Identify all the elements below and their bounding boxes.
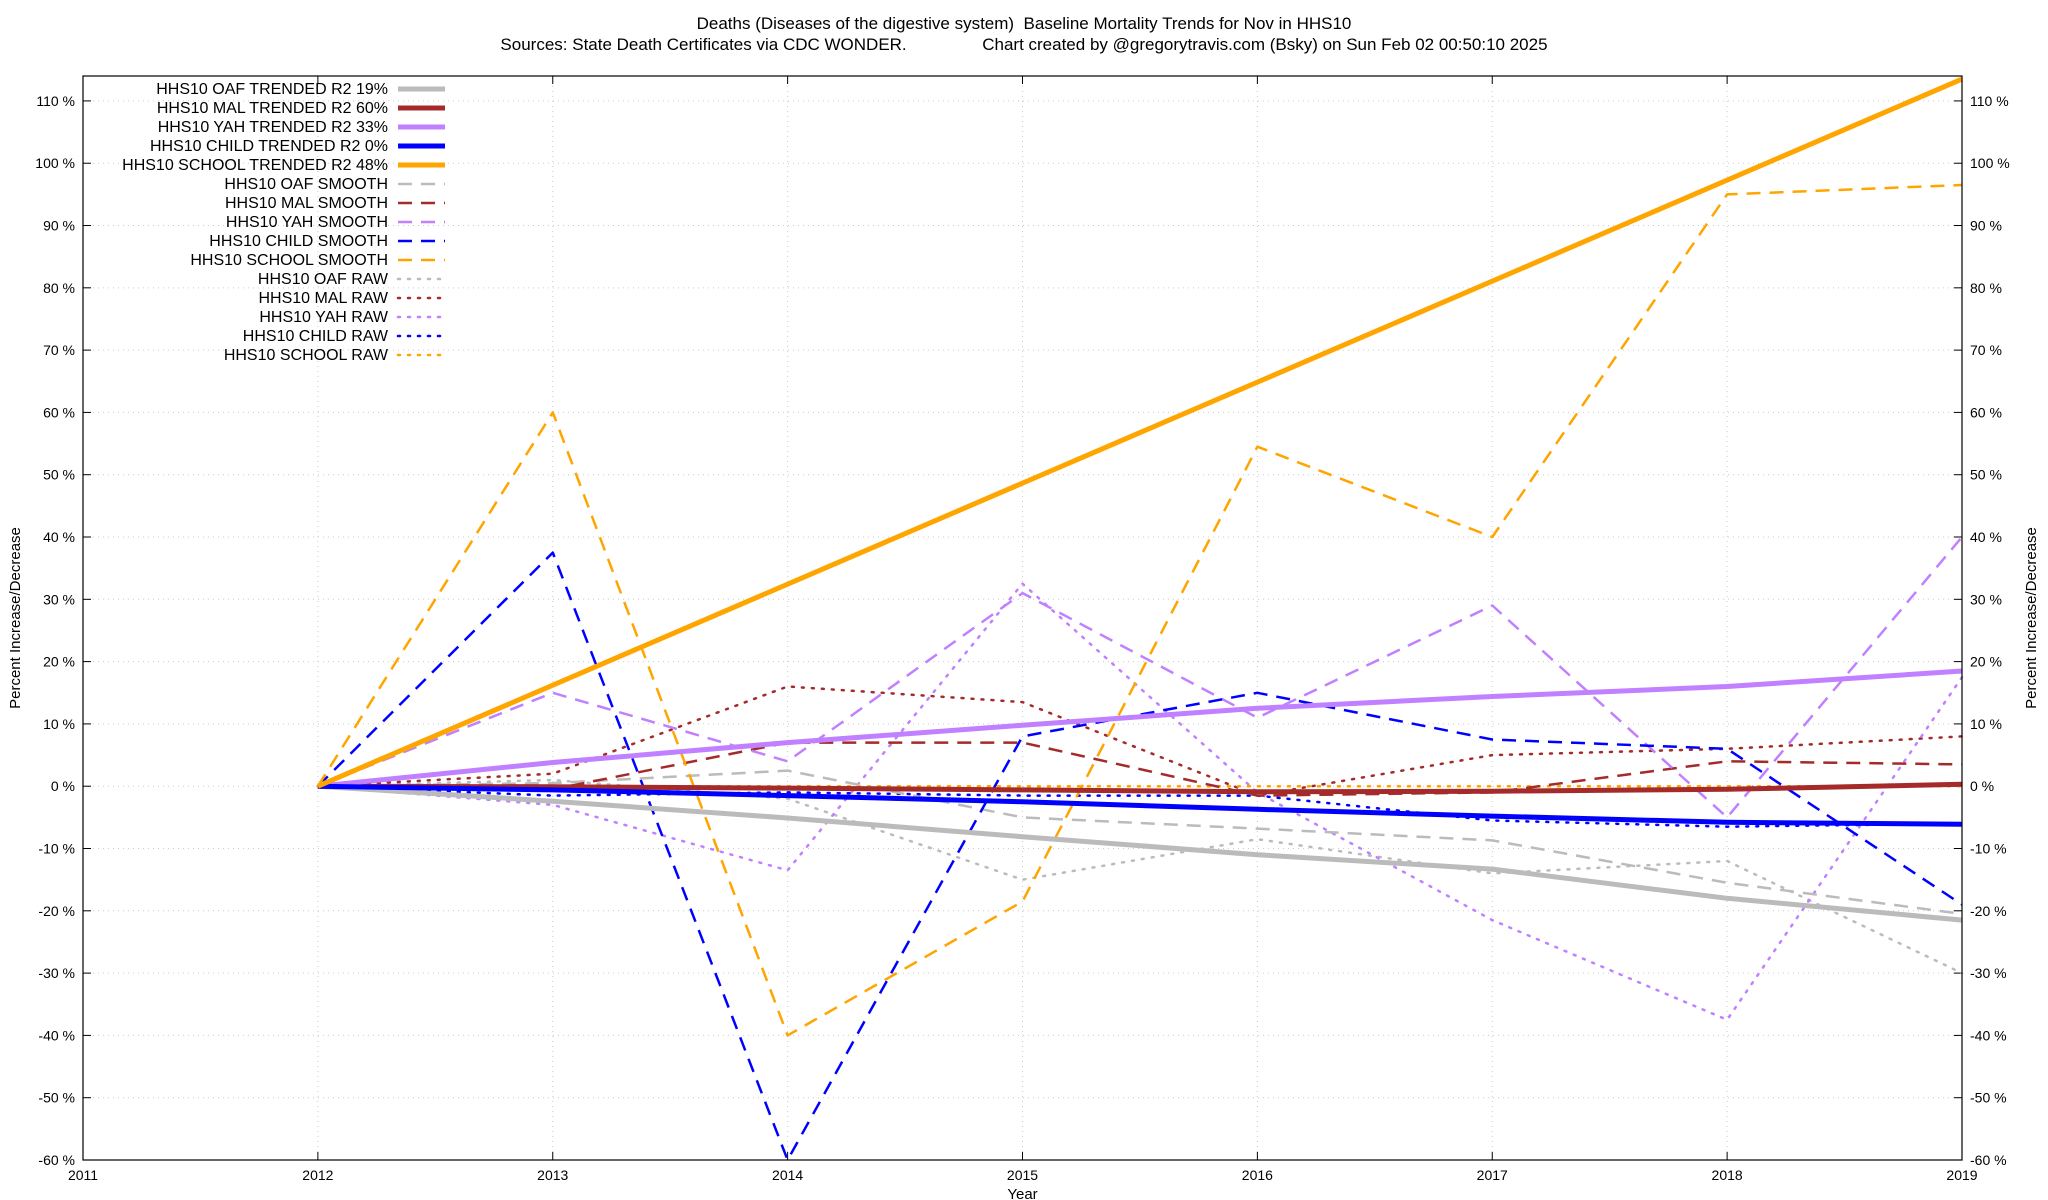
legend: HHS10 OAF TRENDED R2 19% HHS10 MAL TRENDE…: [122, 81, 447, 364]
y-tick-label: 90 %: [43, 218, 75, 234]
x-tick-label: 2018: [1712, 1167, 1743, 1183]
x-tick-label: 2017: [1477, 1167, 1508, 1183]
y2-tick-label: 90 %: [1970, 218, 2002, 234]
y-tick-label: 80 %: [43, 280, 75, 296]
y2-tick-label: -10 %: [1970, 841, 2007, 857]
y2-tick-label: 80 %: [1970, 280, 2002, 296]
y2-tick-label: -50 %: [1970, 1090, 2007, 1106]
y-tick-label: 50 %: [43, 467, 75, 483]
y2-axis-label: Percent Increase/Decrease: [2023, 527, 2040, 709]
x-tick-label: 2013: [537, 1167, 568, 1183]
y2-tick-label: -30 %: [1970, 965, 2007, 981]
series-lines: [316, 76, 1964, 1162]
legend-label: HHS10 OAF SMOOTH: [224, 176, 388, 193]
y2-tick-label: 20 %: [1970, 654, 2002, 670]
series-line: [316, 76, 1963, 789]
legend-label: HHS10 MAL RAW: [258, 290, 388, 307]
y2-tick-label: 10 %: [1970, 716, 2002, 732]
series-line: [316, 685, 1964, 797]
legend-label: HHS10 YAH RAW: [259, 309, 389, 326]
y2-tick-label: 30 %: [1970, 591, 2002, 607]
y-tick-label: -10 %: [38, 841, 75, 857]
x-tick-label: 2015: [1007, 1167, 1038, 1183]
x-tick-label: 2014: [772, 1167, 803, 1183]
legend-label: HHS10 YAH TRENDED R2 33%: [158, 119, 388, 136]
series-line: [317, 668, 1963, 789]
y-tick-label: 40 %: [43, 529, 75, 545]
y2-tick-label: 40 %: [1970, 529, 2002, 545]
y2-tick-label: 70 %: [1970, 342, 2002, 358]
legend-label: HHS10 OAF TRENDED R2 19%: [156, 81, 388, 98]
y2-tick-label: 50 %: [1970, 467, 2002, 483]
series-line: [317, 741, 1963, 797]
x-axis-label: Year: [1007, 1186, 1037, 1200]
series-line: [316, 183, 1963, 1037]
y-tick-label: -50 %: [38, 1090, 75, 1106]
y-tick-label: 10 %: [43, 716, 75, 732]
legend-label: HHS10 YAH SMOOTH: [226, 214, 388, 231]
chart-title: Deaths (Diseases of the digestive system…: [696, 14, 1352, 33]
series-line: [317, 551, 1963, 1162]
y-tick-label: -30 %: [38, 965, 75, 981]
y2-tick-label: -40 %: [1970, 1027, 2007, 1043]
y-tick-label: 30 %: [43, 591, 75, 607]
y-tick-label: -40 %: [38, 1027, 75, 1043]
legend-label: HHS10 CHILD TRENDED R2 0%: [150, 138, 388, 155]
y2-tick-label: 100 %: [1970, 155, 2010, 171]
y-tick-label: 0 %: [51, 778, 75, 794]
y2-tick-label: 60 %: [1970, 404, 2002, 420]
y-tick-label: 110 %: [36, 93, 75, 109]
series-line: [316, 778, 1964, 975]
y2-tick-label: 110 %: [1970, 93, 2009, 109]
x-tick-label: 2019: [1946, 1167, 1977, 1183]
series-line: [317, 783, 1963, 827]
y-tick-label: 60 %: [43, 404, 75, 420]
grid-lines: [82, 76, 1963, 1161]
axis-ticks: 2011 2012 2013 2014 2015 2016 2017 2018 2019-60 …: [35, 76, 2010, 1183]
x-tick-label: 2016: [1242, 1167, 1273, 1183]
x-tick-label: 2011: [68, 1167, 98, 1183]
y-tick-label: 70 %: [43, 342, 75, 358]
y-tick-label: -20 %: [38, 903, 75, 919]
series-line: [317, 783, 1963, 923]
y-tick-label: 100 %: [35, 155, 75, 171]
chart-subtitle: Sources: State Death Certificates via CD…: [500, 35, 1548, 54]
legend-label: HHS10 MAL SMOOTH: [225, 195, 388, 212]
x-tick-label: 2012: [302, 1167, 333, 1183]
series-line: [316, 784, 1964, 828]
series-line: [317, 536, 1963, 819]
legend-label: HHS10 CHILD SMOOTH: [209, 233, 388, 250]
y2-tick-label: 0 %: [1970, 778, 1994, 794]
legend-label: HHS10 MAL TRENDED R2 60%: [157, 100, 388, 117]
legend-label: HHS10 SCHOOL RAW: [224, 347, 389, 364]
legend-label: HHS10 SCHOOL SMOOTH: [190, 252, 388, 269]
y-axis-label: Percent Increase/Decrease: [7, 527, 24, 709]
legend-label: HHS10 SCHOOL TRENDED R2 48%: [122, 157, 388, 174]
y2-tick-label: -60 %: [1970, 1152, 2007, 1168]
legend-label: HHS10 CHILD RAW: [243, 328, 389, 345]
series-line: [317, 781, 1963, 795]
y-tick-label: 20 %: [43, 654, 75, 670]
plot-frame: [82, 75, 1963, 1161]
y-tick-label: -60 %: [38, 1152, 75, 1168]
legend-label: HHS10 OAF RAW: [258, 271, 389, 288]
y2-tick-label: -20 %: [1970, 903, 2007, 919]
